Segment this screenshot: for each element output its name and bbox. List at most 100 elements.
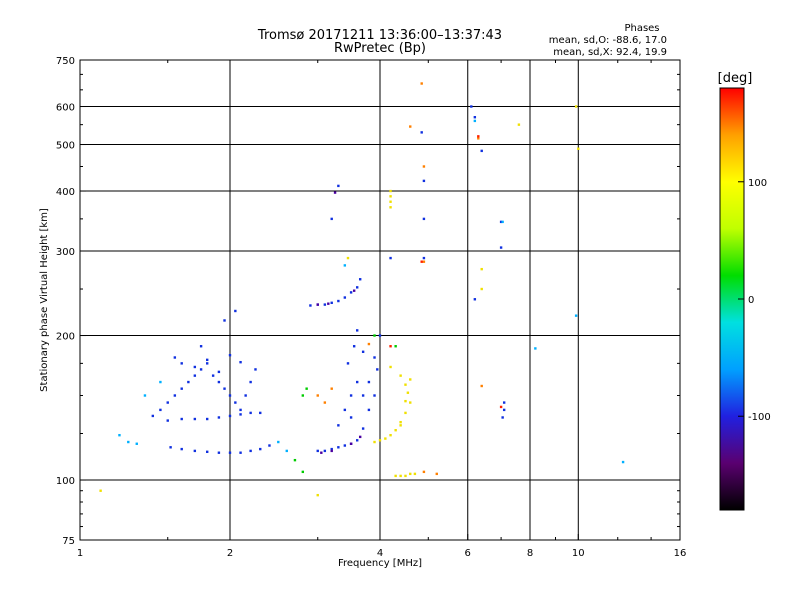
- data-point: [384, 437, 387, 440]
- data-point: [249, 380, 252, 384]
- data-point: [180, 362, 183, 365]
- data-point: [135, 442, 138, 445]
- data-point: [249, 449, 252, 453]
- data-point: [193, 417, 197, 421]
- data-point: [389, 365, 392, 369]
- data-point: [349, 394, 353, 397]
- data-points: [99, 82, 625, 497]
- data-point: [323, 449, 327, 453]
- data-point: [473, 116, 477, 119]
- data-point: [205, 417, 209, 421]
- data-point: [205, 450, 209, 454]
- data-point: [330, 447, 333, 451]
- title-line-2: RwPretec (Bp): [334, 41, 426, 56]
- data-point: [404, 399, 407, 403]
- data-point: [422, 165, 426, 168]
- data-point: [358, 278, 362, 281]
- data-point: [378, 334, 382, 337]
- data-point: [217, 451, 221, 454]
- data-point: [249, 411, 252, 415]
- data-point: [259, 411, 262, 415]
- data-point: [404, 383, 407, 386]
- data-point: [277, 440, 280, 444]
- data-point: [502, 408, 506, 412]
- data-point: [361, 350, 365, 353]
- data-point: [361, 427, 365, 430]
- data-point: [346, 362, 350, 365]
- data-point: [211, 374, 215, 377]
- data-point: [268, 444, 271, 447]
- data-point: [309, 304, 312, 307]
- data-point: [320, 451, 323, 454]
- data-point: [399, 374, 402, 377]
- data-point: [228, 394, 232, 397]
- phase-box-line-1: mean, sd,O: -88.6, 17.0: [549, 35, 667, 46]
- data-point: [330, 449, 333, 453]
- data-point: [316, 449, 319, 453]
- colorbar: [deg] 100 0 -100: [718, 71, 771, 511]
- data-point: [373, 394, 376, 397]
- data-point: [389, 206, 392, 209]
- title-line-1: Tromsø 20171211 13:36:00–13:37:43: [257, 28, 502, 43]
- y-tick-label: 200: [56, 332, 75, 343]
- x-tick-label: 16: [674, 548, 687, 559]
- data-point: [502, 401, 506, 404]
- data-point: [199, 368, 203, 371]
- data-point: [239, 451, 242, 454]
- data-point: [367, 342, 371, 346]
- data-point: [173, 356, 177, 359]
- data-point: [409, 125, 412, 128]
- data-point: [199, 345, 203, 348]
- data-point: [346, 256, 350, 260]
- data-point: [343, 264, 347, 267]
- data-point: [193, 365, 197, 369]
- data-point: [435, 472, 438, 476]
- x-tick-label: 1: [77, 548, 83, 559]
- data-point: [323, 303, 327, 306]
- data-point: [205, 358, 209, 362]
- data-point: [499, 220, 503, 224]
- data-point: [413, 472, 417, 476]
- data-point: [223, 387, 226, 390]
- colorbar-label: [deg]: [718, 71, 753, 86]
- data-point: [333, 191, 337, 194]
- data-point: [173, 394, 177, 397]
- y-axis-label: Stationary phase Virtual Height [km]: [39, 208, 50, 392]
- data-point: [399, 424, 402, 427]
- x-tick-label: 8: [527, 548, 533, 559]
- data-point: [373, 440, 376, 444]
- data-point: [501, 416, 504, 419]
- data-point: [378, 439, 382, 442]
- data-point: [420, 260, 423, 263]
- data-point: [501, 220, 504, 224]
- x-tick-label: 6: [465, 548, 471, 559]
- data-point: [349, 416, 353, 419]
- colorbar-tick-label: -100: [748, 412, 771, 423]
- data-point: [389, 189, 392, 193]
- data-point: [99, 489, 102, 492]
- data-point: [223, 319, 226, 322]
- x-tick-label: 4: [377, 548, 383, 559]
- y-tick-label: 600: [56, 103, 75, 114]
- data-point: [394, 429, 397, 432]
- data-point: [343, 296, 347, 299]
- data-point: [166, 419, 169, 422]
- data-point: [422, 260, 426, 263]
- data-point: [169, 446, 172, 449]
- data-point: [499, 246, 503, 249]
- phase-box-title: Phases: [624, 23, 659, 34]
- data-point: [473, 298, 477, 301]
- data-point: [367, 380, 371, 384]
- data-point: [499, 405, 503, 409]
- data-point: [301, 470, 305, 474]
- data-point: [217, 380, 221, 384]
- data-point: [409, 401, 412, 404]
- data-point: [316, 394, 319, 397]
- data-point: [180, 387, 183, 390]
- data-point: [228, 353, 232, 357]
- y-tick-label: 75: [62, 536, 75, 547]
- data-point: [621, 460, 625, 464]
- data-point: [355, 286, 359, 289]
- data-point: [180, 417, 183, 421]
